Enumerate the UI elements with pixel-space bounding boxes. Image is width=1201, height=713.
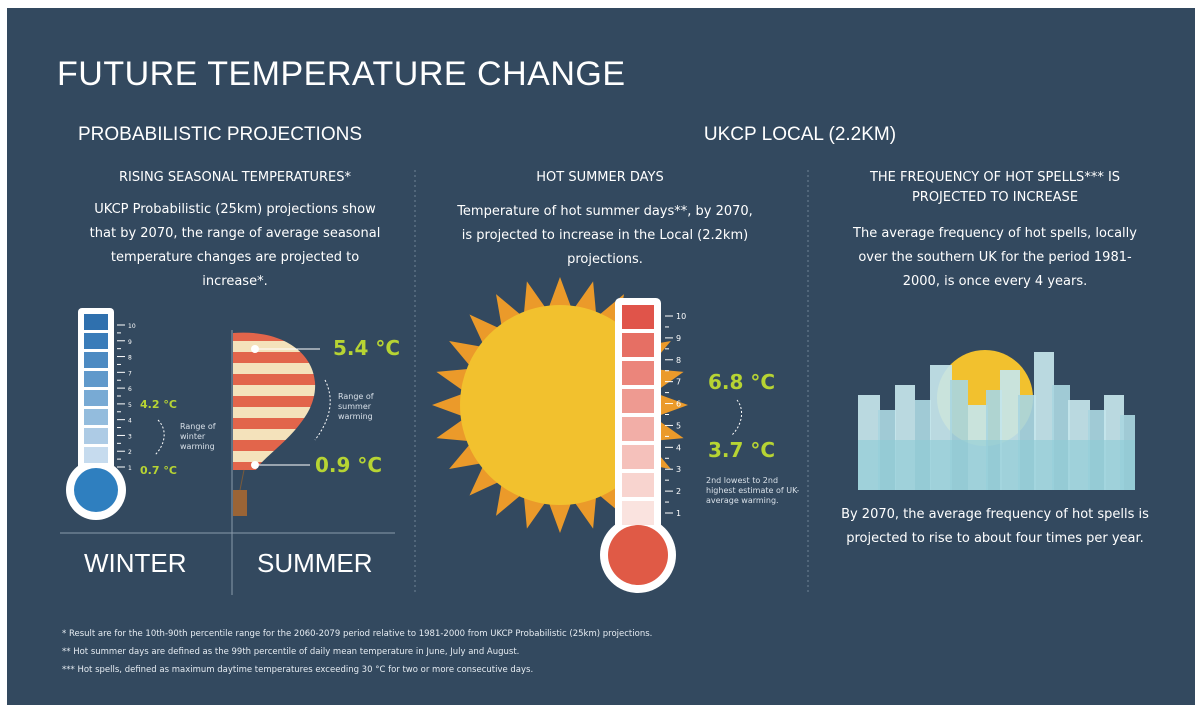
title: FUTURE TEMPERATURE CHANGE <box>57 55 626 94</box>
value-label: 6.8 °C <box>708 370 775 394</box>
tick-label: 2 <box>676 487 681 496</box>
tick-label: 1 <box>676 509 681 518</box>
tick-label: 3 <box>128 433 132 440</box>
ground <box>858 440 1135 490</box>
body-text: UKCP Probabilistic (25km) projections sh… <box>80 198 390 294</box>
marker <box>251 461 259 469</box>
thermometer-bulb <box>74 468 118 512</box>
tick-label: 5 <box>128 402 132 409</box>
segment <box>622 361 654 385</box>
thermometer-bulb <box>608 525 668 585</box>
segment <box>84 314 108 330</box>
tick-label: 5 <box>676 421 681 430</box>
body-text: Temperature of hot summer days**, by 207… <box>455 200 755 272</box>
note: Range of winter warming <box>180 422 226 452</box>
value-label: 3.7 °C <box>708 438 775 462</box>
tick-label: 7 <box>676 378 681 387</box>
tick-label: 1 <box>128 465 132 472</box>
subheading: THE FREQUENCY OF HOT SPELLS*** IS PROJEC… <box>840 168 1150 208</box>
season-label: SUMMER <box>257 548 373 579</box>
basket <box>233 490 247 516</box>
value-label: 0.9 °C <box>315 453 382 477</box>
tick-label: 10 <box>128 323 136 330</box>
segment <box>622 333 654 357</box>
segment <box>622 305 654 329</box>
segment <box>84 409 108 425</box>
value-label: 4.2 °C <box>140 398 177 411</box>
tick-label: 8 <box>676 356 681 365</box>
footnote: * Result are for the 10th-90th percentil… <box>62 629 652 639</box>
segment <box>84 428 108 444</box>
segment <box>622 417 654 441</box>
segment <box>84 333 108 349</box>
segment <box>84 352 108 368</box>
body-text: By 2070, the average frequency of hot sp… <box>840 503 1150 551</box>
subheading: HOT SUMMER DAYS <box>450 168 750 188</box>
segment <box>84 390 108 406</box>
segment <box>84 371 108 387</box>
value-label: 5.4 °C <box>333 336 400 360</box>
marker <box>251 345 259 353</box>
tick-label: 6 <box>676 400 681 409</box>
value-label: 0.7 °C <box>140 464 177 477</box>
heading: UKCP LOCAL (2.2KM) <box>600 124 1000 146</box>
segment <box>622 473 654 497</box>
tick-label: 2 <box>128 449 132 456</box>
subheading: RISING SEASONAL TEMPERATURES* <box>70 168 400 188</box>
tick-label: 3 <box>676 465 681 474</box>
heading: PROBABILISTIC PROJECTIONS <box>78 124 362 146</box>
segment <box>84 447 108 463</box>
infographic: 10 9 8 7 6 5 4 3 2 1 10 9 8 7 6 5 4 3 2 1 FUTURE TEMPERATUR… <box>0 0 1201 713</box>
segment <box>622 389 654 413</box>
tick-label: 10 <box>676 312 686 321</box>
tick-label: 8 <box>128 355 132 362</box>
tick-label: 4 <box>128 418 132 425</box>
tick-label: 9 <box>128 339 132 346</box>
note: Range of summer warming <box>338 392 383 422</box>
tick-label: 6 <box>128 386 132 393</box>
artwork: 10 9 8 7 6 5 4 3 2 1 10 9 8 7 6 5 4 3 2 1 <box>0 0 1201 713</box>
footnote: ** Hot summer days are defined as the 99… <box>62 647 519 657</box>
season-label: WINTER <box>84 548 187 579</box>
tick-label: 9 <box>676 334 681 343</box>
tick-label: 7 <box>128 370 132 377</box>
body-text: The average frequency of hot spells, loc… <box>840 222 1150 294</box>
note: 2nd lowest to 2nd highest estimate of UK… <box>706 476 806 506</box>
footnote: *** Hot spells, defined as maximum dayti… <box>62 665 533 675</box>
segment <box>622 445 654 469</box>
tick-label: 4 <box>676 443 681 452</box>
segment <box>622 501 654 525</box>
